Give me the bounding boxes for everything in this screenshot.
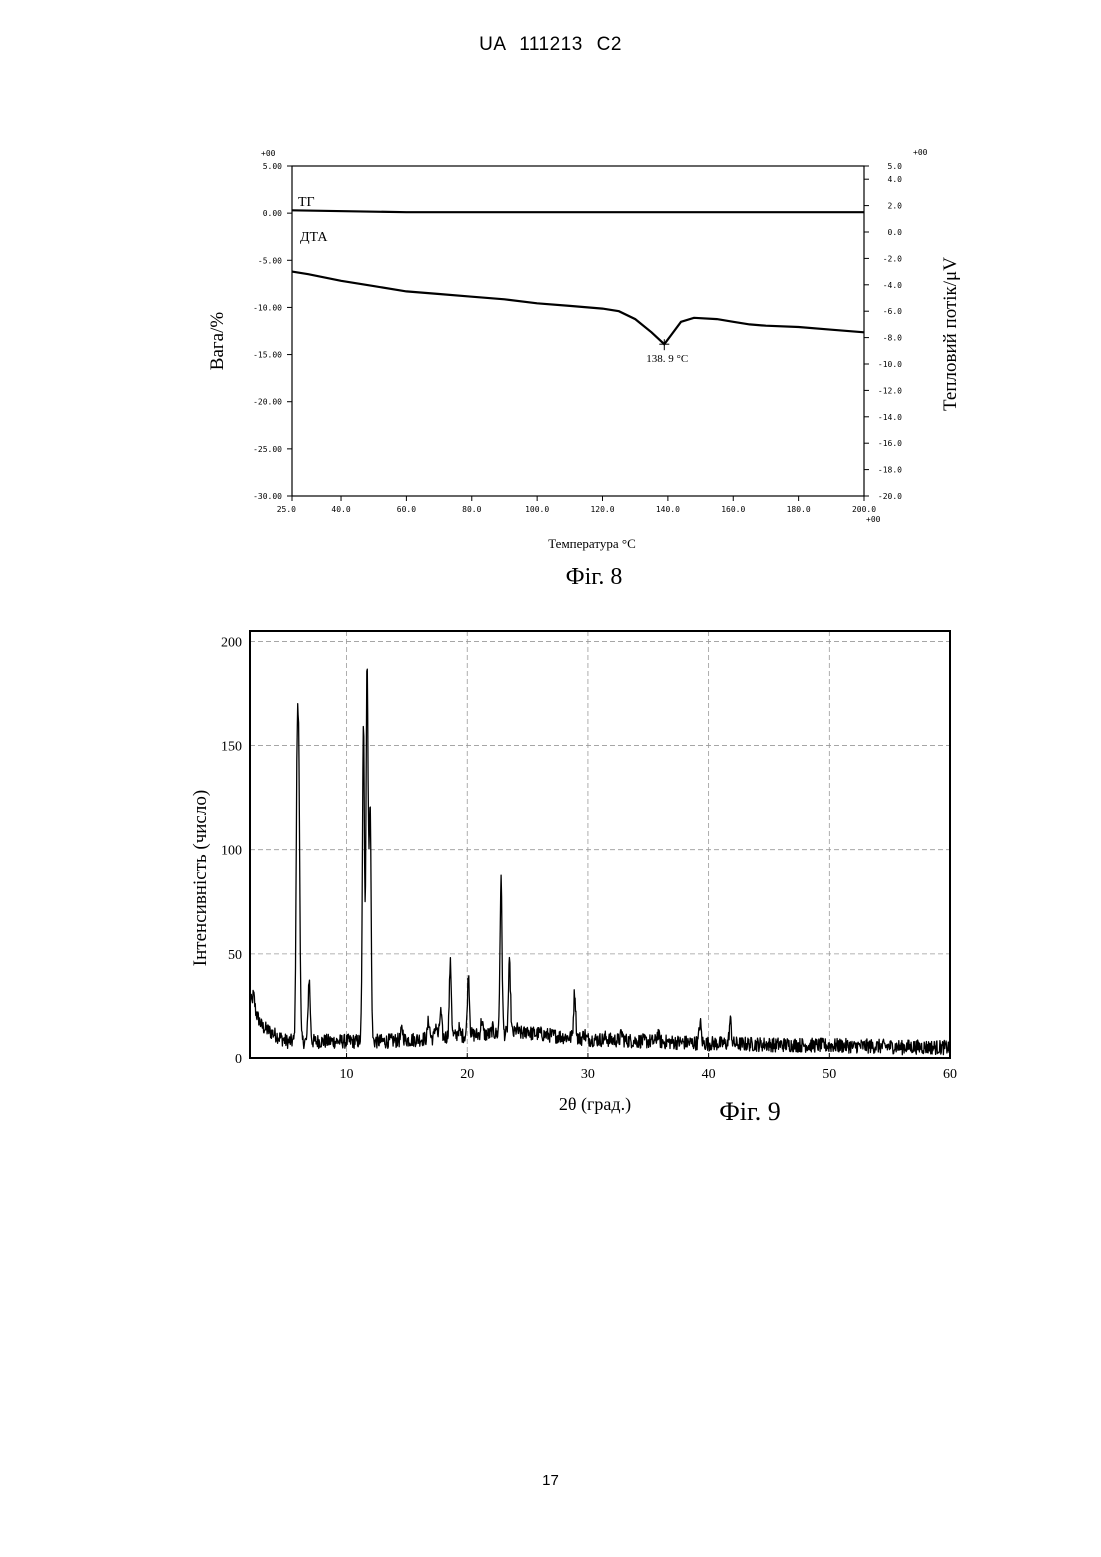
fig8-right-tick-label: -16.0 <box>878 439 902 448</box>
fig9-y-tick-label: 50 <box>228 948 242 963</box>
fig9-caption: Фіг. 9 <box>719 1097 781 1126</box>
fig8-left-tick-label: -20.00 <box>253 398 282 407</box>
fig8-left-exponent: +00 <box>261 149 276 158</box>
fig8-x-exponent: +00 <box>866 515 881 524</box>
fig8-x-axis-label: Температура °C <box>548 536 636 551</box>
fig9-y-axis-label: Інтенсивність (число) <box>190 790 211 966</box>
fig8-right-tick-label: -14.0 <box>878 413 902 422</box>
fig8-caption: Фіг. 8 <box>566 564 623 590</box>
fig9-y-tick-label: 100 <box>221 844 242 859</box>
fig9-grid <box>250 631 950 1058</box>
fig8-series-tg-line <box>292 210 864 212</box>
fig8-peak-annotation: 138. 9 °C <box>646 353 688 365</box>
fig9-y-axis: 0 50 100 150 200 <box>221 635 242 1067</box>
fig9-series-diffraction-line <box>250 669 950 1055</box>
fig8-left-tick-label: -25.00 <box>253 445 282 454</box>
fig8-x-tick-label: 180.0 <box>787 505 811 514</box>
fig8-right-tick-label: 0.0 <box>888 228 903 237</box>
fig8-left-tick-label: 0.00 <box>263 209 282 218</box>
fig9-x-tick-label: 40 <box>702 1067 716 1082</box>
fig9-x-tick-label: 60 <box>943 1067 957 1082</box>
fig9-x-tick-label: 20 <box>460 1067 474 1082</box>
fig8-left-tick-label: -10.00 <box>253 303 282 312</box>
fig8-legend-tg: ТГ <box>298 195 315 210</box>
fig8-right-tick-label: -8.0 <box>883 334 902 343</box>
fig8-plot-frame <box>292 166 864 496</box>
page-number: 17 <box>0 1472 1101 1489</box>
fig8-right-tick-label: -12.0 <box>878 386 902 395</box>
fig8-left-tick-label: -30.00 <box>253 492 282 501</box>
figure-9-xrd-pattern: 0 50 100 150 200 10 20 30 40 50 60 2θ (град.) Інт… <box>190 631 957 1126</box>
fig8-series-dta-line <box>292 272 864 345</box>
fig8-right-tick-label: -10.0 <box>878 360 902 369</box>
fig8-x-tick-label: 60.0 <box>397 505 416 514</box>
fig9-y-tick-label: 150 <box>221 740 242 755</box>
fig9-x-tick-label: 50 <box>822 1067 836 1082</box>
fig8-right-axis: 5.0 4.0 2.0 0.0 -2.0 -4.0 -6.0 -8.0 -10.0 -12.0 -1… <box>864 162 902 501</box>
fig8-right-exponent: +00 <box>913 148 928 157</box>
fig9-x-axis-label: 2θ (град.) <box>559 1094 631 1115</box>
fig8-right-tick-label: -18.0 <box>878 466 902 475</box>
fig8-left-tick-label: -5.00 <box>258 256 282 265</box>
fig8-right-tick-label: -4.0 <box>883 281 902 290</box>
fig8-x-tick-label: 120.0 <box>590 505 614 514</box>
fig8-left-tick-label: -15.00 <box>253 351 282 360</box>
fig8-x-tick-label: 80.0 <box>462 505 481 514</box>
fig8-right-tick-label: -20.0 <box>878 492 902 501</box>
fig8-x-tick-label: 100.0 <box>525 505 549 514</box>
fig8-right-axis-label: Тепловий потік/μV <box>940 257 961 411</box>
fig9-plot-frame <box>250 631 950 1058</box>
fig8-x-tick-label: 160.0 <box>721 505 745 514</box>
fig9-x-tick-label: 10 <box>340 1067 354 1082</box>
fig8-left-axis-label: Вага/% <box>207 312 228 371</box>
fig8-right-tick-label: 5.0 <box>888 162 903 171</box>
figure-8-thermogram: 5.00 0.00 -5.00 -10.00 -15.00 -20.00 -25.00 -30… <box>207 148 961 590</box>
fig8-x-tick-label: 40.0 <box>331 505 350 514</box>
fig8-x-tick-label: 140.0 <box>656 505 680 514</box>
fig9-y-tick-label: 200 <box>221 635 242 650</box>
fig9-x-tick-label: 30 <box>581 1067 595 1082</box>
fig8-right-tick-label: 4.0 <box>888 175 903 184</box>
fig8-left-tick-label: 5.00 <box>263 162 282 171</box>
fig8-x-axis: 25.0 40.0 60.0 80.0 100.0 120.0 140.0 160.0 180.… <box>277 496 876 514</box>
fig8-x-tick-label: 200.0 <box>852 505 876 514</box>
fig9-y-tick-label: 0 <box>235 1052 242 1067</box>
fig8-right-tick-label: -2.0 <box>883 254 902 263</box>
fig8-legend-dta: ДТА <box>300 230 328 245</box>
fig8-left-axis: 5.00 0.00 -5.00 -10.00 -15.00 -20.00 -25.00 -30… <box>253 162 292 501</box>
fig8-right-tick-label: -6.0 <box>883 307 902 316</box>
fig8-x-tick-label: 25.0 <box>277 505 296 514</box>
fig8-right-tick-label: 2.0 <box>888 202 903 211</box>
